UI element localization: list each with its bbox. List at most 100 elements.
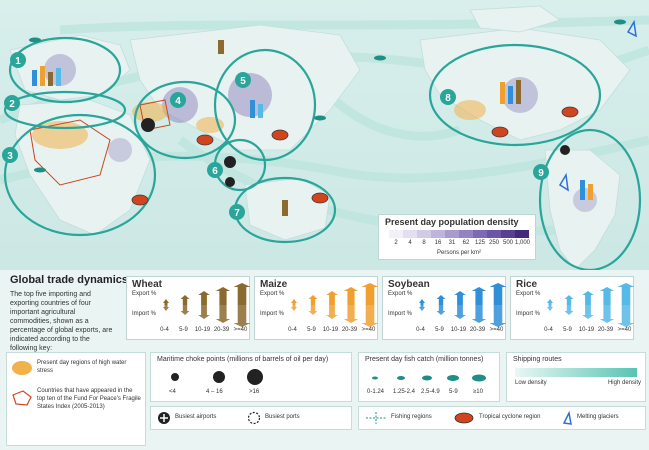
glaciers-label: Melting glaciers — [577, 414, 619, 420]
import-arrow — [471, 305, 487, 323]
cyclone-label: Tropical cyclone region — [479, 414, 541, 420]
population-tick: 31 — [448, 240, 456, 246]
choke-points-legend: Maritime choke points (millions of barre… — [150, 352, 352, 402]
range-tick: 20-39 — [341, 327, 358, 333]
shipping-high-label: High density — [607, 380, 641, 386]
import-arrow — [180, 305, 190, 315]
airports-ports-legend: Busiest airports Busiest ports — [150, 406, 352, 430]
choke-points — [141, 118, 570, 187]
choke-label-large: >16 — [249, 389, 260, 395]
export-label: Export % — [260, 291, 285, 297]
export-arrow — [564, 295, 574, 305]
population-ramp-swatch — [473, 230, 487, 238]
import-arrow — [454, 305, 466, 319]
import-arrow — [617, 305, 635, 327]
fish-label-1: 0-1.24 — [367, 389, 385, 395]
import-label: Import % — [132, 311, 157, 317]
population-tick: 500 — [502, 240, 513, 246]
import-arrow — [564, 305, 574, 315]
commodity-name: Soybean — [388, 279, 430, 290]
import-arrow — [326, 305, 338, 319]
export-arrow — [547, 299, 553, 305]
export-label: Export % — [388, 291, 413, 297]
trade-description: The top five importing and exporting cou… — [10, 291, 113, 352]
import-arrow — [198, 305, 210, 319]
trade-arrows — [32, 40, 593, 216]
population-ramp-swatch — [487, 230, 501, 238]
export-label: Export % — [516, 291, 541, 297]
trade-title: Global trade dynamics — [10, 274, 128, 286]
choke-symbols — [171, 369, 263, 385]
world-map: 1 2 3 4 5 6 7 8 9 — [0, 0, 649, 278]
range-tick: >=40 — [489, 327, 504, 333]
trade-arrow-key — [163, 283, 251, 327]
import-arrow — [547, 305, 553, 311]
svg-text:8: 8 — [445, 93, 451, 104]
shipping-low-label: Low density — [515, 380, 547, 386]
range-tick: 5-9 — [563, 327, 572, 333]
shipping-ramp — [515, 368, 637, 377]
range-ticks: 0-4 5-9 10-19 20-39 >=40 — [539, 327, 634, 333]
svg-text:3: 3 — [7, 151, 13, 162]
shipping-routes-legend: Shipping routes Low density High density — [506, 352, 646, 402]
region-badge-3: 3 — [2, 147, 18, 163]
busiest-airport-icon — [158, 412, 170, 424]
population-density-legend: Present day population density 2 4 8 16 31 62… — [378, 214, 536, 260]
cyclone-symbols — [131, 106, 579, 206]
export-arrow — [471, 287, 487, 305]
population-ramp-swatch — [459, 230, 473, 238]
range-tick: 10-19 — [578, 327, 595, 333]
import-arrow — [233, 305, 251, 327]
export-arrow — [436, 295, 446, 305]
population-unit: Persons per km² — [437, 250, 482, 256]
hazards-legend: Fishing regions Tropical cyclone region … — [358, 406, 646, 430]
population-tick: 125 — [474, 240, 485, 246]
region-badge-6: 6 — [207, 162, 223, 178]
fragile-state-swatch — [12, 390, 32, 406]
choke-label-medium: 4 – 16 — [206, 389, 223, 395]
import-label: Import % — [388, 311, 413, 317]
melting-glacier-icons — [558, 19, 637, 192]
population-tick: 8 — [422, 240, 426, 246]
import-arrow — [291, 305, 297, 311]
trade-arrow-key — [419, 283, 507, 327]
water-stress-label: Present day regions of high water stress — [37, 360, 127, 374]
import-arrow — [599, 305, 615, 323]
population-tick: 4 — [408, 240, 412, 246]
fish-title: Present day fish catch (million tonnes) — [365, 356, 484, 363]
export-arrow — [343, 287, 359, 305]
range-tick: 20-39 — [469, 327, 486, 333]
export-arrow — [489, 283, 507, 305]
import-arrow — [361, 305, 379, 327]
fish-symbols — [29, 19, 626, 173]
range-tick: 5-9 — [179, 327, 188, 333]
fish-label-2: 1.25-2.4 — [393, 389, 416, 395]
greenland — [469, 5, 561, 33]
fishing-regions-label: Fishing regions — [391, 414, 432, 420]
import-arrow — [308, 305, 318, 315]
fish-label-5: ≥10 — [473, 389, 483, 395]
svg-text:4: 4 — [175, 96, 181, 107]
export-arrow — [291, 299, 297, 305]
range-tick: 0-4 — [416, 327, 425, 333]
export-arrow — [617, 283, 635, 305]
commodity-name: Rice — [516, 279, 538, 290]
export-arrow — [233, 283, 251, 305]
import-arrow — [582, 305, 594, 319]
range-tick: >=40 — [233, 327, 248, 333]
population-ticks: 2 4 8 16 31 62 125 250 500 1,000 — [389, 240, 531, 246]
export-arrow — [454, 291, 466, 305]
legend-area: Global trade dynamics The top five impor… — [0, 270, 649, 450]
import-arrow — [419, 305, 425, 311]
fish-label-4: 5-9 — [449, 389, 458, 395]
commodity-name: Wheat — [132, 279, 162, 290]
population-tick: 1,000 — [515, 240, 531, 246]
population-tick: 250 — [488, 240, 499, 246]
import-arrow — [343, 305, 359, 323]
range-ticks: 0-4 5-9 10-19 20-39 >=40 — [283, 327, 378, 333]
export-arrow — [308, 295, 318, 305]
import-label: Import % — [516, 311, 541, 317]
region-badge-9: 9 — [533, 164, 549, 180]
population-ramp-swatch — [417, 230, 431, 238]
range-tick: 20-39 — [597, 327, 614, 333]
